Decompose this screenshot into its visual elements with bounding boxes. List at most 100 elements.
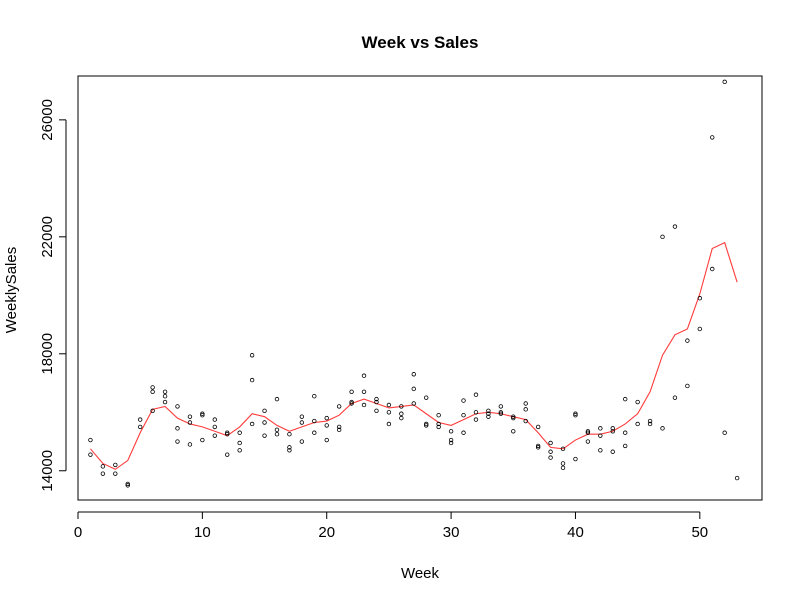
data-point [287,445,292,450]
data-point [560,465,566,471]
x-tick-label: 50 [691,524,708,541]
x-tick-label: 40 [567,524,584,541]
x-tick-label: 10 [194,524,211,541]
data-point [523,401,528,406]
data-point [361,373,367,378]
data-point [573,413,578,418]
data-point [274,427,280,433]
data-point [361,389,367,395]
data-point [187,442,193,447]
data-point [212,417,217,422]
data-point [162,393,168,399]
data-point [212,424,217,430]
data-point [88,437,93,443]
data-point [299,439,305,444]
data-point [312,418,317,424]
data-point [237,440,242,446]
data-point [386,421,392,427]
data-point [411,386,416,392]
data-point [486,414,491,419]
y-tick-label: 18000 [39,333,56,375]
data-point [386,402,392,408]
data-point [187,414,193,419]
chart-title: Week vs Sales [362,33,479,52]
data-point [635,399,640,405]
data-point [399,411,404,416]
data-point [486,411,491,416]
data-point [324,423,329,428]
data-point [697,326,703,332]
data-point [461,430,466,435]
data-point [399,415,404,421]
data-point [598,448,603,453]
data-point [448,429,454,434]
data-point [511,415,516,421]
data-point [535,424,541,430]
data-point [710,135,715,140]
x-axis-label: Week [401,565,440,582]
data-point [200,437,205,443]
data-point [125,481,130,487]
data-point [162,399,168,405]
data-point [237,448,242,453]
data-point [262,433,267,438]
data-point [573,456,578,462]
data-point [249,353,255,358]
data-point [672,224,678,229]
data-point [623,430,628,435]
smooth-line-series [90,241,738,470]
data-point [436,413,441,418]
data-point [424,395,429,400]
data-point [585,430,591,435]
data-point [722,79,727,85]
data-point [498,404,504,409]
y-tick-label: 26000 [39,99,56,141]
data-point [473,392,479,397]
data-point [598,426,603,431]
x-tick-label: 0 [74,524,82,541]
y-axis-label: WeeklySales [3,247,20,333]
data-point [262,408,267,414]
data-point [336,404,342,409]
data-point [374,396,379,402]
data-point [249,377,255,383]
data-point [349,401,354,406]
data-point [473,417,479,422]
data-point [448,437,454,443]
data-point [436,424,441,430]
scatter-points-series [88,79,740,488]
data-point [672,395,678,400]
data-point [175,426,180,431]
data-point [386,410,392,415]
data-point [150,408,155,414]
data-point [734,475,740,481]
data-point [635,421,640,427]
data-point [710,266,715,272]
data-point [424,421,429,427]
data-point [523,407,528,412]
data-point [349,399,354,405]
data-point [287,448,292,453]
data-point [361,402,367,408]
data-point [610,426,615,431]
x-tick-label: 30 [443,524,460,541]
axes: 0 10 20 30 40 50 14000 18000 22000 26000 [39,75,763,541]
data-point [598,433,603,438]
data-point [374,408,379,414]
data-point [548,455,553,460]
data-point [336,427,342,433]
data-point [486,408,491,414]
data-point [262,420,267,425]
data-point [685,383,690,389]
data-point [137,417,143,422]
data-point [424,423,429,428]
data-point [175,404,180,409]
data-point [498,410,504,415]
data-point [200,411,205,416]
data-point [287,432,292,437]
data-point [647,418,653,424]
data-point [573,411,578,416]
data-point [150,389,155,395]
data-point [137,424,143,430]
